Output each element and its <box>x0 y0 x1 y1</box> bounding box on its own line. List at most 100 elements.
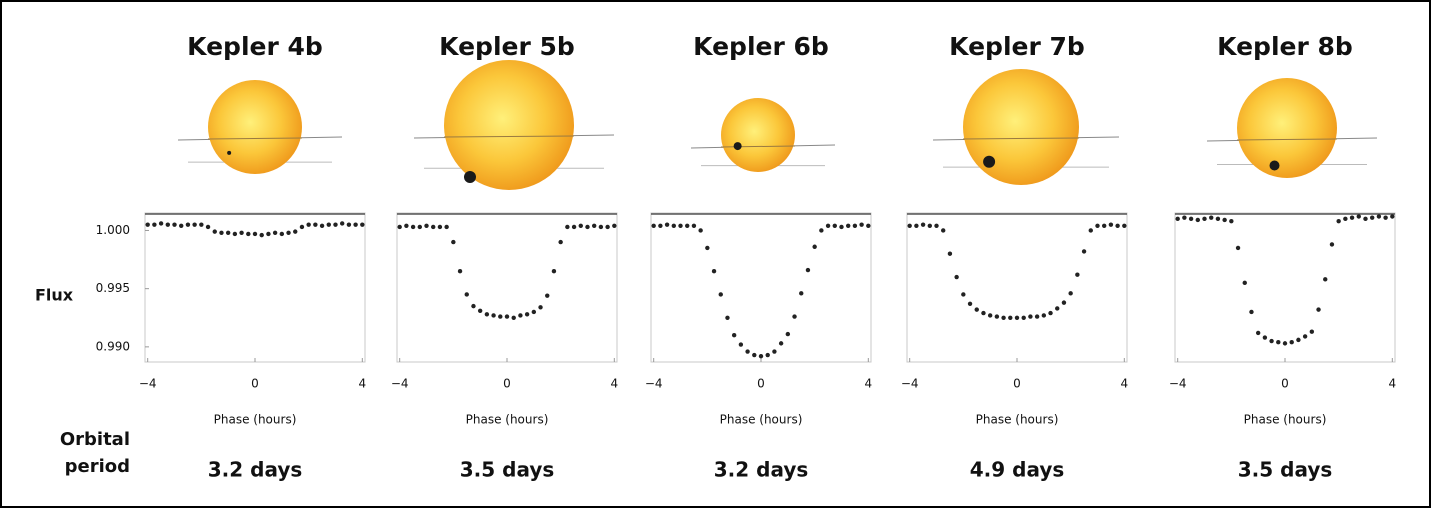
data-point <box>532 310 536 314</box>
chart-title: Kepler 4b <box>187 32 323 61</box>
data-point <box>605 225 609 229</box>
data-point <box>360 222 364 226</box>
chart-title: Kepler 7b <box>949 32 1085 61</box>
data-point <box>471 304 475 308</box>
data-point <box>1182 215 1186 219</box>
data-point <box>954 275 958 279</box>
data-point <box>1336 219 1340 223</box>
data-point <box>498 314 502 318</box>
data-point <box>914 224 918 228</box>
data-point <box>260 233 264 237</box>
x-tick-label: 4 <box>1388 377 1396 391</box>
data-point <box>1022 316 1026 320</box>
planet <box>734 142 742 150</box>
x-axis-label: Phase (hours) <box>976 413 1059 427</box>
star <box>963 69 1079 185</box>
x-tick-label: 0 <box>251 377 259 391</box>
x-tick-label: 4 <box>358 377 366 391</box>
x-tick-label: −4 <box>391 377 409 391</box>
x-tick-label: 0 <box>1281 377 1289 391</box>
data-point <box>799 291 803 295</box>
data-point <box>1263 335 1267 339</box>
data-point <box>306 222 310 226</box>
data-point <box>786 332 790 336</box>
data-point <box>766 353 770 357</box>
data-point <box>1196 218 1200 222</box>
orbital-period: 4.9 days <box>970 458 1065 482</box>
data-point <box>1269 339 1273 343</box>
frame <box>1 1 1430 507</box>
data-point <box>418 225 422 229</box>
data-point <box>213 229 217 233</box>
data-point <box>273 231 277 235</box>
plot-area <box>397 213 617 362</box>
data-point <box>1048 311 1052 315</box>
data-point <box>293 229 297 233</box>
data-point <box>612 224 616 228</box>
data-point <box>438 225 442 229</box>
data-point <box>948 252 952 256</box>
data-point <box>397 225 401 229</box>
data-point <box>538 305 542 309</box>
x-axis-label: Phase (hours) <box>466 413 549 427</box>
data-point <box>1122 224 1126 228</box>
data-point <box>866 224 870 228</box>
data-point <box>172 222 176 226</box>
plot-area <box>651 213 871 362</box>
data-point <box>665 222 669 226</box>
data-point <box>1310 330 1314 334</box>
data-point <box>1390 214 1394 218</box>
data-point <box>839 225 843 229</box>
data-point <box>313 222 317 226</box>
data-point <box>266 232 270 236</box>
data-point <box>585 225 589 229</box>
data-point <box>545 293 549 297</box>
orbital-period: 3.5 days <box>1238 458 1333 482</box>
data-point <box>1323 277 1327 281</box>
data-point <box>1216 217 1220 221</box>
data-point <box>698 228 702 232</box>
data-point <box>525 312 529 316</box>
data-point <box>558 240 562 244</box>
data-point <box>206 225 210 229</box>
orbital-period: 3.2 days <box>714 458 809 482</box>
data-point <box>246 232 250 236</box>
data-point <box>579 224 583 228</box>
data-point <box>505 314 509 318</box>
data-point <box>572 225 576 229</box>
data-point <box>907 224 911 228</box>
data-point <box>152 222 156 226</box>
orbital-period: 3.2 days <box>208 458 303 482</box>
plot-area <box>907 213 1127 362</box>
data-point <box>792 314 796 318</box>
data-point <box>1343 217 1347 221</box>
data-point <box>961 292 965 296</box>
data-point <box>1249 310 1253 314</box>
data-point <box>692 224 696 228</box>
data-point <box>1042 313 1046 317</box>
data-point <box>1055 306 1059 310</box>
data-point <box>1209 215 1213 219</box>
data-point <box>819 228 823 232</box>
data-point <box>1102 224 1106 228</box>
star <box>444 60 574 190</box>
data-point <box>1383 215 1387 219</box>
data-point <box>739 342 743 346</box>
data-point <box>179 224 183 228</box>
data-point <box>1330 242 1334 246</box>
data-point <box>327 222 331 226</box>
data-point <box>1089 228 1093 232</box>
data-point <box>340 221 344 225</box>
data-point <box>1028 314 1032 318</box>
x-tick-label: −4 <box>1169 377 1187 391</box>
data-point <box>1377 214 1381 218</box>
data-point <box>921 222 925 226</box>
data-point <box>1276 340 1280 344</box>
x-tick-label: −4 <box>645 377 663 391</box>
data-point <box>1001 316 1005 320</box>
data-point <box>1068 291 1072 295</box>
data-point <box>1082 249 1086 253</box>
data-point <box>233 232 237 236</box>
data-point <box>719 292 723 296</box>
planet <box>1270 161 1280 171</box>
